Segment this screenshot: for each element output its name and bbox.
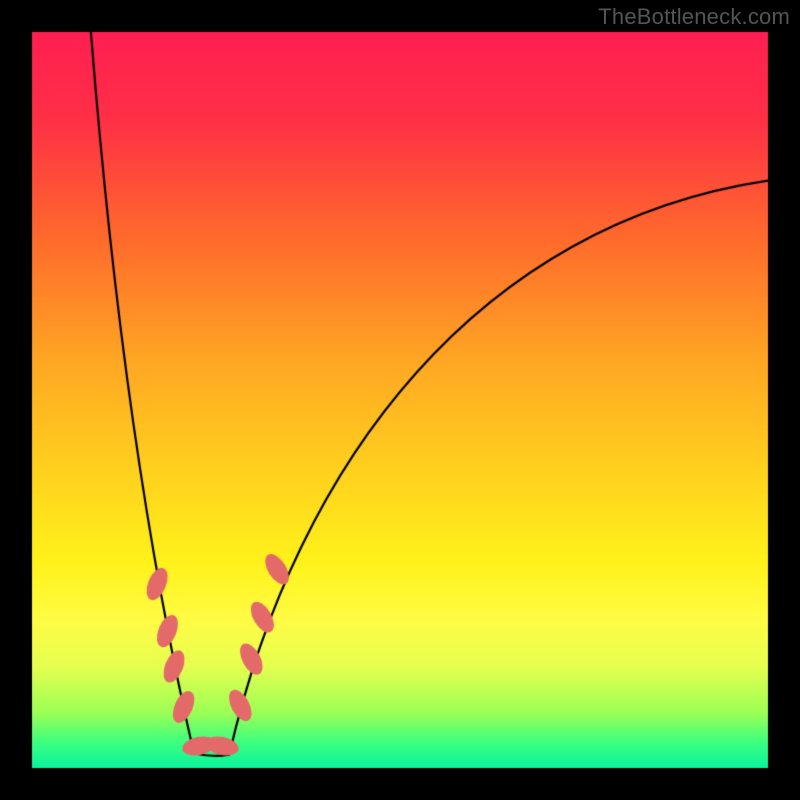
bottleneck-chart-canvas	[0, 0, 800, 800]
chart-stage: TheBottleneck.com	[0, 0, 800, 800]
watermark-text: TheBottleneck.com	[598, 4, 790, 30]
